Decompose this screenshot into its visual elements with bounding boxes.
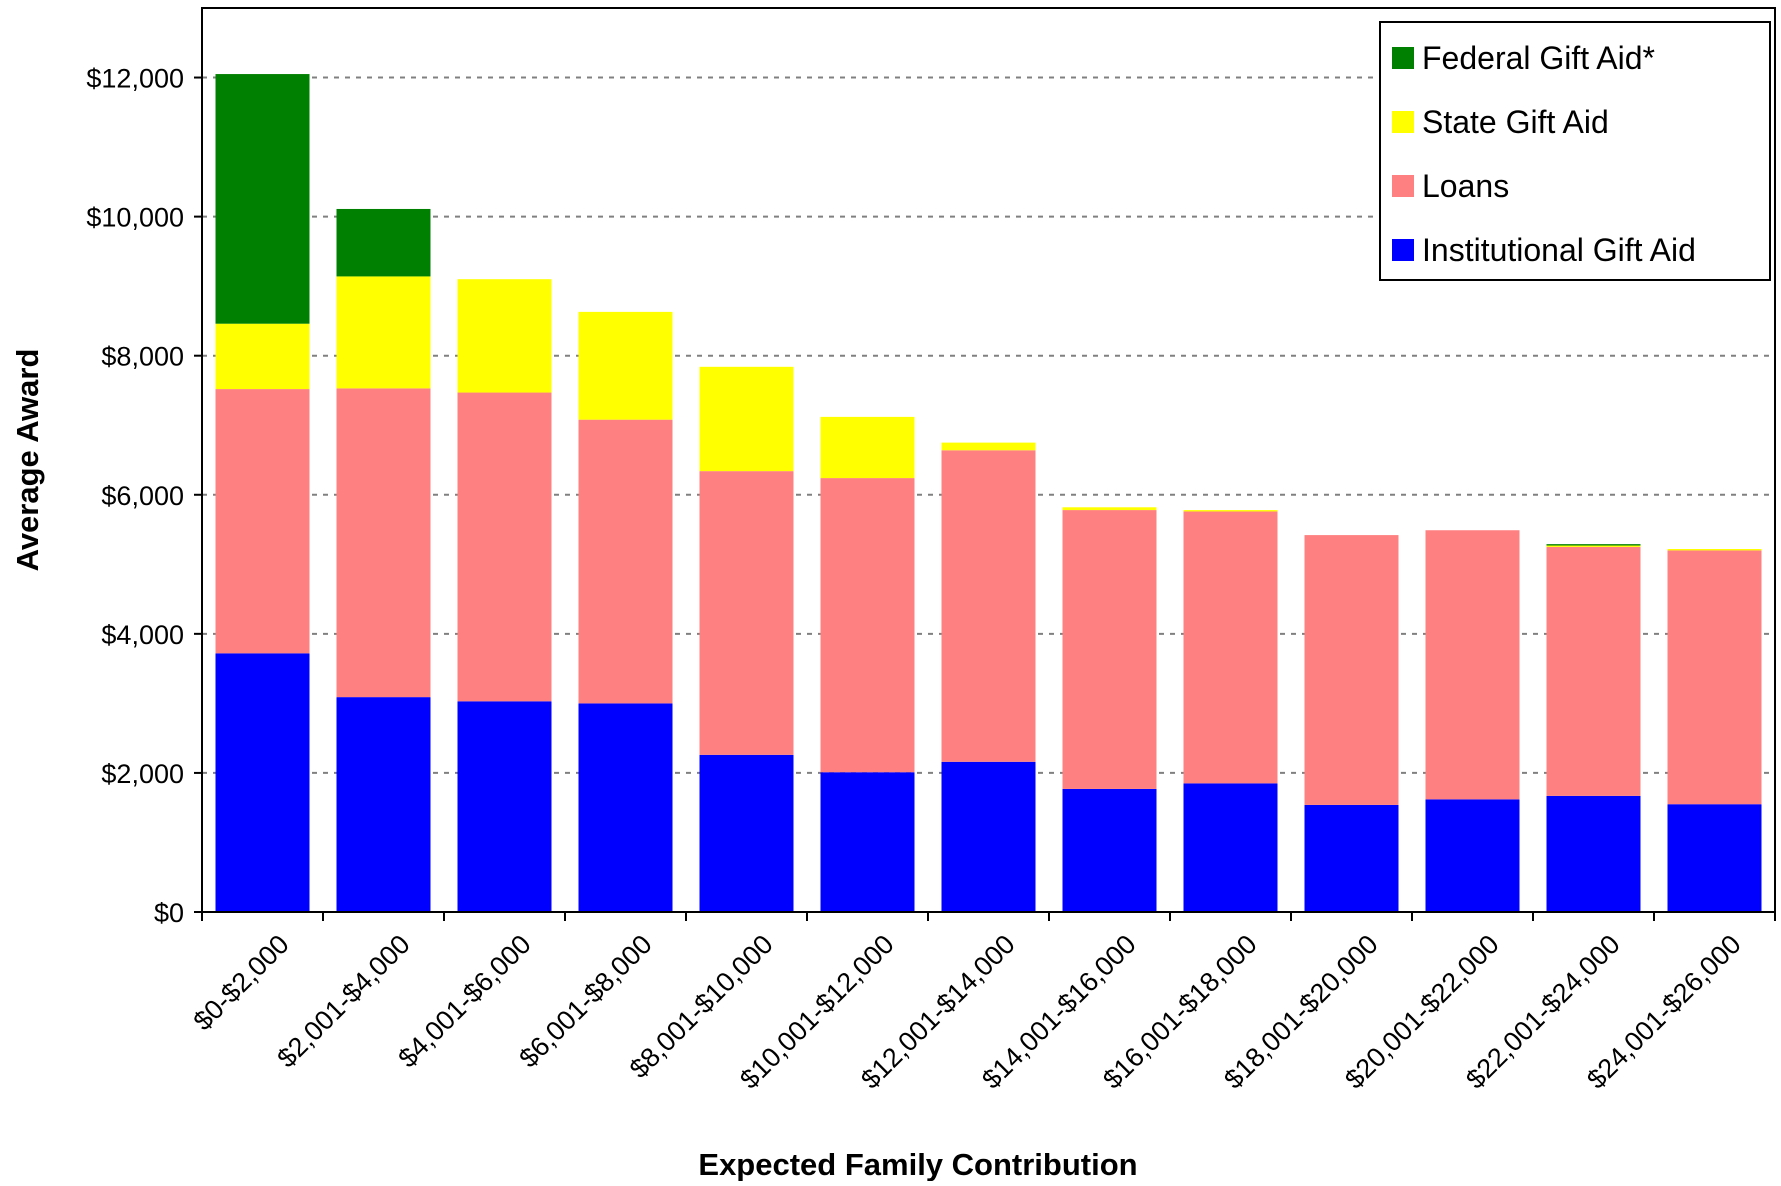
bar-segment bbox=[215, 74, 310, 324]
bar-stack bbox=[1425, 530, 1520, 912]
legend-swatch bbox=[1392, 239, 1414, 261]
bar-segment bbox=[820, 772, 915, 912]
bar-segment bbox=[457, 279, 552, 393]
legend-label: Loans bbox=[1422, 168, 1509, 204]
bar-stack bbox=[215, 74, 310, 912]
bar-segment bbox=[941, 761, 1036, 912]
bar-segment bbox=[1425, 799, 1520, 912]
bar-segment bbox=[820, 416, 915, 479]
bar-segment bbox=[1546, 544, 1641, 546]
bar-segment bbox=[941, 442, 1036, 451]
bars bbox=[215, 74, 1762, 912]
bar-segment bbox=[336, 388, 431, 698]
bar-stack bbox=[457, 279, 552, 912]
bar-segment bbox=[457, 701, 552, 912]
y-axis-title: Average Award bbox=[10, 349, 45, 572]
legend-label: Institutional Gift Aid bbox=[1422, 232, 1696, 268]
x-tick-label: $0-$2,000 bbox=[188, 929, 295, 1036]
x-axis-title: Expected Family Contribution bbox=[698, 1147, 1137, 1181]
bar-segment bbox=[820, 478, 915, 773]
bar-segment bbox=[1546, 545, 1641, 547]
axes bbox=[194, 7, 1776, 921]
bar-segment bbox=[699, 366, 794, 472]
legend-item: Federal Gift Aid* bbox=[1392, 40, 1655, 76]
bar-segment bbox=[578, 311, 673, 420]
legend-swatch bbox=[1392, 111, 1414, 133]
y-tick-label: $8,000 bbox=[101, 342, 184, 372]
legend-item: State Gift Aid bbox=[1392, 104, 1609, 140]
bar-segment bbox=[1667, 550, 1762, 805]
bar-segment bbox=[1062, 788, 1157, 912]
bar-stack bbox=[820, 416, 915, 912]
legend-item: Loans bbox=[1392, 168, 1509, 204]
bar-segment bbox=[215, 653, 310, 912]
bar-segment bbox=[1546, 795, 1641, 912]
bar-segment bbox=[578, 419, 673, 704]
bar-segment bbox=[699, 471, 794, 755]
y-tick-label: $4,000 bbox=[101, 620, 184, 650]
bar-stack bbox=[699, 366, 794, 912]
bar-segment bbox=[1183, 783, 1278, 912]
bar-segment bbox=[1062, 507, 1157, 511]
bar-stack bbox=[1183, 510, 1278, 912]
bar-segment bbox=[578, 703, 673, 912]
y-tick-label: $10,000 bbox=[86, 203, 184, 233]
bar-segment bbox=[1667, 804, 1762, 912]
bar-segment bbox=[1062, 510, 1157, 789]
legend-item: Institutional Gift Aid bbox=[1392, 232, 1696, 268]
bar-stack bbox=[336, 208, 431, 912]
bar-stack bbox=[941, 442, 1036, 912]
legend-swatch bbox=[1392, 47, 1414, 69]
bar-segment bbox=[336, 697, 431, 912]
plot-frame bbox=[201, 7, 1776, 913]
bar-segment bbox=[699, 754, 794, 912]
y-tick-label: $6,000 bbox=[101, 481, 184, 511]
legend-box bbox=[1379, 21, 1771, 281]
legend-swatch bbox=[1392, 175, 1414, 197]
legend-label: Federal Gift Aid* bbox=[1422, 40, 1655, 76]
bar-segment bbox=[215, 323, 310, 390]
bar-segment bbox=[941, 450, 1036, 762]
bar-segment bbox=[1425, 530, 1520, 800]
bar-segment bbox=[1546, 546, 1641, 796]
y-tick-labels: $0 $2,000 $4,000 $6,000 $8,000 $10,000 $12,000 bbox=[86, 64, 184, 928]
bar-stack bbox=[1304, 535, 1399, 912]
bar-segment bbox=[1304, 804, 1399, 912]
legend: Federal Gift Aid* State Gift Aid Loans Inst… bbox=[1379, 21, 1771, 281]
bar-segment bbox=[215, 389, 310, 654]
bar-segment bbox=[1183, 510, 1278, 512]
bar-segment bbox=[1304, 535, 1399, 805]
y-tick-label: $12,000 bbox=[86, 64, 184, 94]
bar-stack bbox=[1667, 549, 1762, 912]
bar-segment bbox=[1667, 549, 1762, 551]
bar-segment bbox=[1183, 511, 1278, 784]
bar-segment bbox=[457, 392, 552, 702]
bar-segment bbox=[336, 208, 431, 277]
bar-stack bbox=[1546, 544, 1641, 912]
legend-label: State Gift Aid bbox=[1422, 104, 1609, 140]
x-tick-labels: $0-$2,000$2,001-$4,000$4,001-$6,000$6,00… bbox=[188, 929, 1747, 1095]
bar-segment bbox=[336, 276, 431, 389]
y-tick-label: $0 bbox=[154, 898, 184, 928]
bar-stack bbox=[578, 311, 673, 912]
bar-stack bbox=[1062, 507, 1157, 912]
y-tick-label: $2,000 bbox=[101, 759, 184, 789]
